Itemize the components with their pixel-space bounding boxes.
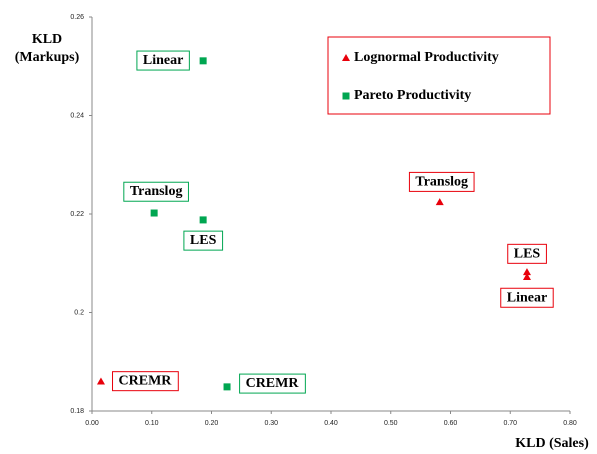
label-box — [500, 287, 554, 308]
label-box — [123, 181, 189, 202]
y-tick-label: 0.24 — [70, 112, 84, 119]
legend-label: Lognormal Productivity — [354, 50, 499, 65]
y-tick-label: 0.2 — [74, 309, 84, 316]
point — [199, 216, 207, 224]
y-axis-label: KLD — [32, 32, 62, 47]
point-label: LES — [190, 233, 217, 248]
y-tick-label: 0.18 — [70, 408, 84, 415]
label-box — [183, 230, 224, 251]
y-tick-label: 0.26 — [70, 14, 84, 21]
label-box — [112, 371, 179, 392]
x-tick-label: 0.40 — [324, 420, 338, 427]
label-box — [239, 373, 306, 394]
point — [96, 377, 105, 385]
x-axis-label: KLD (Sales) — [515, 436, 589, 451]
point — [522, 273, 531, 281]
point-label: Translog — [415, 174, 468, 189]
x-tick-label: 0.00 — [85, 420, 99, 427]
x-tick-label: 0.70 — [503, 420, 517, 427]
legend-label: Pareto Productivity — [354, 88, 471, 103]
legend-box — [327, 36, 551, 115]
point-label: CREMR — [119, 374, 173, 389]
point — [522, 268, 531, 276]
point — [342, 54, 350, 61]
point-label: Linear — [143, 53, 183, 68]
point-label: CREMR — [246, 376, 300, 391]
point — [223, 383, 231, 391]
y-axis-label: (Markups) — [15, 50, 80, 65]
x-tick-label: 0.60 — [444, 420, 458, 427]
label-box — [408, 171, 475, 192]
x-tick-label: 0.50 — [384, 420, 398, 427]
x-tick-label: 0.20 — [205, 420, 219, 427]
point — [150, 209, 158, 217]
point-label: Translog — [130, 184, 183, 199]
point-label: Linear — [507, 290, 547, 305]
point — [199, 57, 207, 65]
y-tick-label: 0.22 — [70, 211, 84, 218]
point-label: LES — [514, 246, 541, 261]
x-tick-label: 0.80 — [563, 420, 577, 427]
x-tick-label: 0.30 — [264, 420, 278, 427]
label-box — [507, 243, 547, 264]
point — [342, 92, 350, 100]
point — [435, 198, 444, 206]
x-tick-label: 0.10 — [145, 420, 159, 427]
label-box — [136, 50, 190, 71]
